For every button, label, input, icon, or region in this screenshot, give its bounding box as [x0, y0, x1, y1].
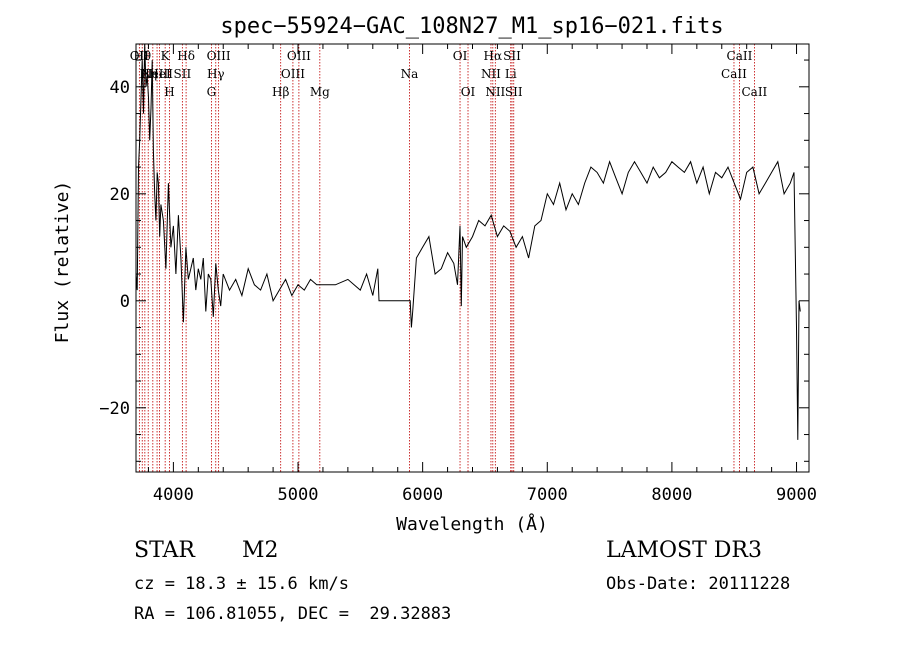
line-label-25-top: SII: [503, 49, 521, 63]
obs-date: Obs-Date: 20111228: [606, 574, 791, 594]
line-label-8-bot: H: [164, 85, 174, 99]
line-label-28-top: CaII: [727, 49, 753, 63]
line-label-15-mid: OIII: [281, 67, 305, 81]
emission-line-markers: [138, 44, 755, 472]
line-label-19-top: OI: [453, 49, 468, 63]
line-label-20-bot: OI: [461, 85, 476, 99]
x-axis-label: Wavelength (Å): [396, 513, 548, 535]
y-tick-label-1: 0: [120, 292, 130, 312]
spectrum-line: [135, 43, 801, 440]
y-tick-label-2: 20: [110, 185, 130, 205]
x-tick-label-5: 9000: [776, 485, 817, 505]
survey-name: LAMOST DR3: [606, 538, 762, 563]
line-label-10-top: Hδ: [177, 49, 195, 63]
line-label-21-mid: NII: [481, 67, 501, 81]
x-tick-label-2: 6000: [402, 485, 443, 505]
chart-title: spec−55924−GAC_108N27_M1_sp16−021.fits: [220, 14, 723, 39]
line-label-12-mid: Hγ: [207, 67, 225, 81]
line-label-13-top: OIII: [207, 49, 231, 63]
coordinates: RA = 106.81055, DEC = 29.32883: [134, 604, 452, 624]
line-label-17-bot: Mg: [310, 85, 330, 99]
line-label-1-top: Hθ: [133, 49, 151, 63]
line-label-6-mid: HeI: [148, 67, 171, 81]
line-label-9-mid: SII: [174, 67, 192, 81]
line-label-24-mid: Li: [505, 67, 517, 81]
x-axis-ticks: 4000 5000 6000 7000 8000 9000: [147, 44, 817, 505]
x-tick-label-0: 4000: [153, 485, 194, 505]
y-axis-ticks: −20 0 20 40: [99, 59, 809, 462]
object-class: STAR: [134, 538, 195, 563]
y-axis-label: Flux (relative): [52, 181, 73, 344]
line-label-26-bot: SII: [505, 85, 523, 99]
line-label-5-mid: NeIII: [141, 67, 173, 81]
line-label-22-top: Hα: [484, 49, 503, 63]
redshift-cz: cz = 18.3 ± 15.6 km/s: [134, 574, 349, 594]
object-subclass: M2: [242, 538, 279, 563]
x-tick-label-1: 5000: [278, 485, 319, 505]
line-label-23-bot: NII: [485, 85, 505, 99]
x-tick-label-3: 7000: [527, 485, 568, 505]
emission-line-labels: OIIHθHηNeIIIHeIKHSIIHδGHγOIIIHβOIIIOIIIM…: [130, 49, 768, 99]
y-tick-label-0: −20: [99, 399, 130, 419]
plot-frame: [135, 43, 810, 473]
x-tick-label-4: 8000: [651, 485, 692, 505]
line-label-7-top: K: [161, 49, 171, 63]
line-label-16-top: OIII: [287, 49, 311, 63]
line-label-18-mid: Na: [401, 67, 419, 81]
line-label-27-mid: CaII: [721, 67, 747, 81]
line-label-14-bot: Hβ: [272, 85, 289, 99]
y-tick-label-3: 40: [110, 78, 130, 98]
line-label-29-bot: CaII: [741, 85, 767, 99]
line-label-11-bot: G: [207, 85, 217, 99]
